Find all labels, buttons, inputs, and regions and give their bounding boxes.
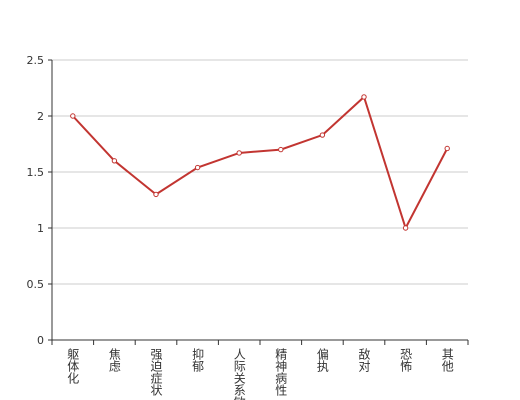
- point: [278, 146, 284, 153]
- x-tick-label: 躯体化: [66, 347, 80, 385]
- x-tick-label: 恐怖: [399, 348, 413, 372]
- y-tick-label: 0: [37, 334, 44, 347]
- point: [402, 225, 409, 231]
- y-tick-label: 1.5: [27, 166, 45, 179]
- x-tick-label: 精神病性: [274, 348, 288, 397]
- y-tick-label: 0.5: [27, 278, 45, 291]
- point: [111, 158, 118, 164]
- point: [70, 113, 76, 119]
- point: [153, 191, 159, 198]
- y-tick-label: 1: [37, 222, 44, 235]
- x-tick-label: 偏执: [315, 347, 329, 373]
- x-tick-label: 人际关系敏感: [232, 348, 246, 400]
- point: [319, 132, 326, 138]
- y-tick-label: 2.5: [27, 54, 45, 67]
- x-tick-label: 抑郁: [191, 347, 205, 373]
- x-tick-label: 焦虑: [107, 348, 121, 372]
- line: [72, 95, 449, 231]
- point: [444, 145, 450, 152]
- x-tick-label: 其他: [440, 348, 454, 372]
- x-tick-label: 强迫症状: [149, 348, 163, 396]
- point: [361, 94, 367, 100]
- point: [194, 164, 201, 171]
- x-tick-label: 敌对: [357, 347, 371, 372]
- point: [236, 150, 242, 156]
- y-tick-label: 2: [37, 110, 44, 123]
